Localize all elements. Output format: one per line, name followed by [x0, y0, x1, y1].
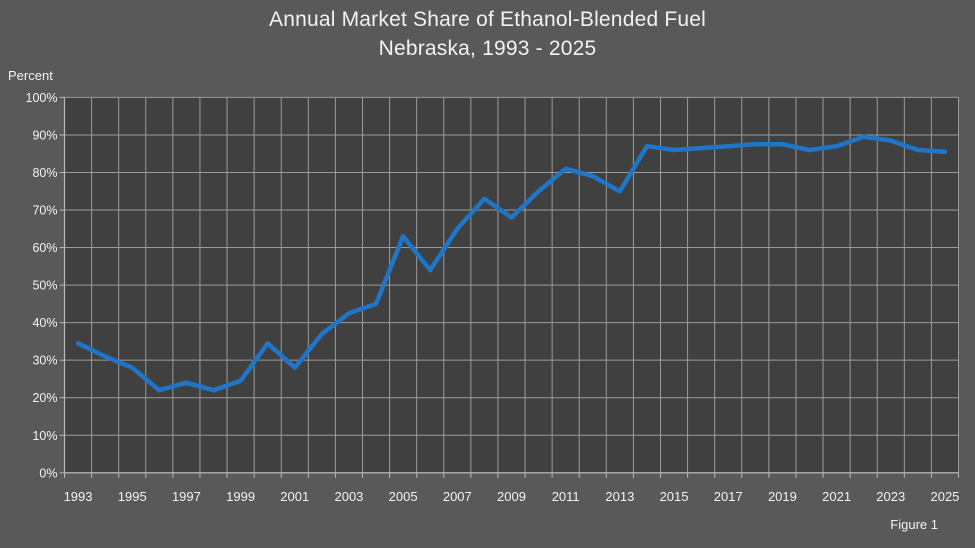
x-tick-label: 1997: [172, 489, 201, 504]
y-tick-label: 20%: [32, 391, 57, 405]
x-tick-label: 2023: [876, 489, 905, 504]
x-tick-label: 2019: [768, 489, 797, 504]
x-axis-labels: 1993 1995 1997 1999 2001 2003 2005 2007 2009 2011…: [64, 489, 960, 504]
y-tick-label: 0%: [39, 466, 57, 480]
x-tick-label: 2013: [605, 489, 634, 504]
y-tick-label: 100%: [26, 91, 58, 105]
y-tick-label: 70%: [32, 204, 57, 218]
chart-title: Annual Market Share of Ethanol-Blended F…: [0, 5, 975, 63]
y-tick-label: 10%: [32, 429, 57, 443]
x-tick-label: 2001: [280, 489, 309, 504]
y-tick-label: 50%: [32, 279, 57, 293]
tick-marks: [59, 96, 959, 478]
y-tick-label: 60%: [32, 241, 57, 255]
x-tick-label: 1995: [118, 489, 147, 504]
y-tick-label: 80%: [32, 166, 57, 180]
x-tick-label: 2003: [334, 489, 363, 504]
y-tick-label: 30%: [32, 354, 57, 368]
figure-caption: Figure 1: [890, 517, 938, 532]
x-tick-label: 2011: [552, 489, 580, 504]
chart-title-line1: Annual Market Share of Ethanol-Blended F…: [268, 8, 707, 31]
y-tick-label: 90%: [32, 128, 57, 142]
x-tick-label: 2017: [714, 489, 743, 504]
x-tick-label: 1993: [64, 489, 93, 504]
y-axis-labels: 0% 10% 20% 30% 40% 50% 60% 70% 80% 90% 100%: [26, 91, 58, 480]
chart-title-line2: Nebraska, 1993 - 2025: [378, 37, 597, 60]
axis-lines: [63, 97, 959, 474]
gridlines: [64, 96, 959, 474]
x-tick-label: 2005: [389, 489, 418, 504]
data-series-line: [75, 134, 948, 393]
y-axis-title: Percent: [8, 68, 53, 83]
y-tick-label: 40%: [32, 316, 57, 330]
x-tick-label: 2007: [443, 489, 472, 504]
x-tick-label: 1999: [226, 489, 255, 504]
x-tick-label: 2025: [930, 489, 959, 504]
x-tick-label: 2021: [822, 489, 851, 504]
x-tick-label: 2009: [497, 489, 526, 504]
x-tick-label: 2015: [660, 489, 689, 504]
